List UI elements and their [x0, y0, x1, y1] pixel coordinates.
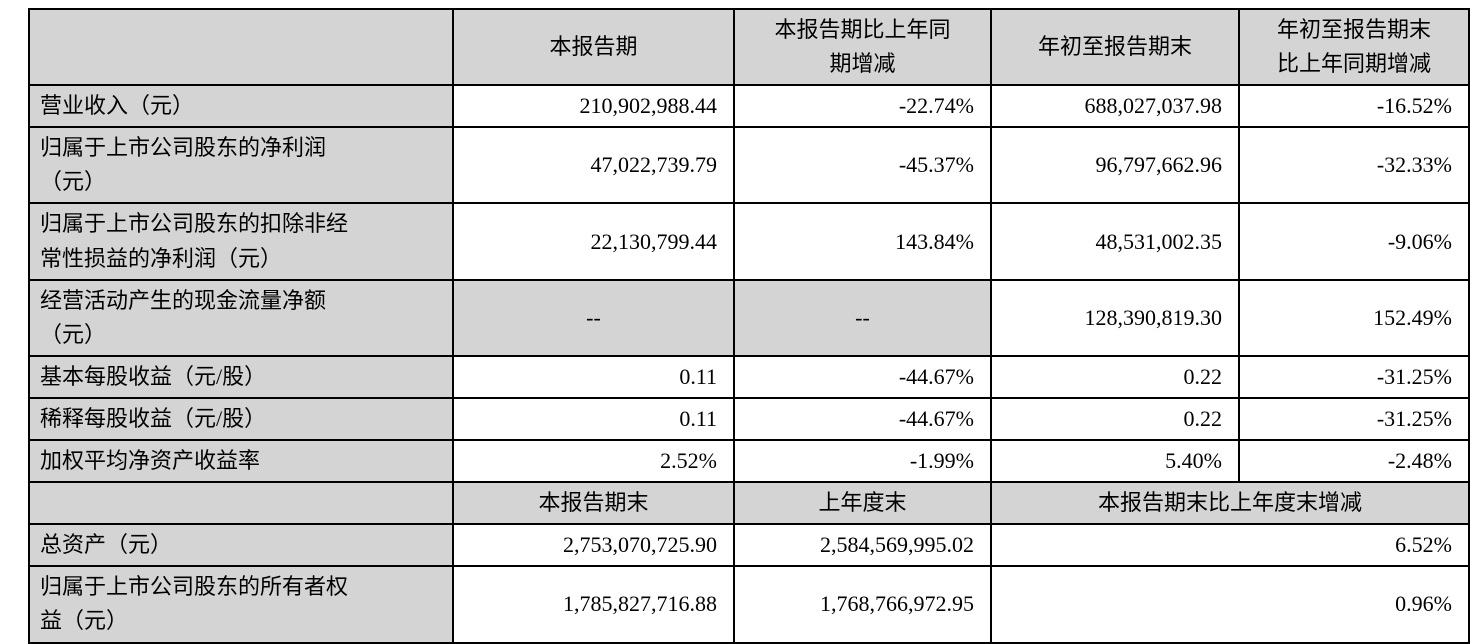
- table-row-diluted-eps: 稀释每股收益（元/股） 0.11 -44.67% 0.22 -31.25%: [28, 396, 1470, 442]
- table-row-net-profit: 归属于上市公司股东的净利润（元） 47,022,739.79 -45.37% 9…: [28, 126, 1470, 205]
- cell-value: -16.52%: [1238, 84, 1470, 129]
- row-label-cell: 归属于上市公司股东的净利润（元）: [28, 126, 454, 205]
- cell-value: -1.99%: [733, 439, 992, 484]
- column-header-end-of-period: 本报告期末: [452, 481, 735, 526]
- table-row-total-assets: 总资产（元） 2,753,070,725.90 2,584,569,995.02…: [28, 523, 1470, 568]
- column-header-current-period: 本报告期: [452, 7, 735, 87]
- table-row-operating-cash-flow: 经营活动产生的现金流量净额（元） -- -- 128,390,819.30 15…: [28, 278, 1470, 357]
- cell-value: 1,785,827,716.88: [452, 565, 735, 644]
- column-header-year-to-date-yoy-change: 年初至报告期末比上年同期增减: [1238, 7, 1470, 87]
- row-label: 稀释每股收益（元/股）: [40, 405, 267, 431]
- cell-value: -44.67%: [733, 354, 992, 399]
- subheader-row: 本报告期末 上年度末 本报告期末比上年度末增减: [28, 481, 1470, 526]
- cell-value-na: --: [733, 278, 992, 357]
- table-row-net-profit-excl-nonrecurring: 归属于上市公司股东的扣除非经常性损益的净利润（元） 22,130,799.44 …: [28, 202, 1470, 281]
- row-label-cell: 总资产（元）: [28, 523, 454, 568]
- cell-value: 0.96%: [990, 565, 1470, 644]
- cell-value: 152.49%: [1238, 278, 1470, 357]
- financial-summary-table: 本报告期 本报告期比上年同期增减 年初至报告期末 年初至报告期末比上年同期增减 …: [28, 7, 1470, 644]
- row-label-cell: 归属于上市公司股东的扣除非经常性损益的净利润（元）: [28, 202, 454, 281]
- column-header-end-of-prior-year: 上年度末: [733, 481, 992, 526]
- row-label: 归属于上市公司股东的扣除非经常性损益的净利润（元）: [40, 211, 349, 271]
- cell-value: 0.11: [452, 354, 735, 399]
- subheader-empty-cell: [28, 481, 454, 526]
- row-label: 营业收入（元）: [40, 93, 195, 119]
- cell-value: 2,584,569,995.02: [733, 523, 992, 568]
- cell-value: -2.48%: [1238, 439, 1470, 484]
- row-label: 基本每股收益（元/股）: [40, 363, 267, 389]
- table-row-basic-eps: 基本每股收益（元/股） 0.11 -44.67% 0.22 -31.25%: [28, 354, 1470, 399]
- row-label-cell: 经营活动产生的现金流量净额（元）: [28, 278, 454, 357]
- cell-value: -31.25%: [1238, 396, 1470, 442]
- cell-value: 2,753,070,725.90: [452, 523, 735, 568]
- row-label: 经营活动产生的现金流量净额（元）: [40, 287, 327, 347]
- table-row-operating-revenue: 营业收入（元） 210,902,988.44 -22.74% 688,027,0…: [28, 84, 1470, 129]
- cell-value: 210,902,988.44: [452, 84, 735, 129]
- table-row-weighted-avg-roe: 加权平均净资产收益率 2.52% -1.99% 5.40% -2.48%: [28, 439, 1470, 484]
- cell-value: 6.52%: [990, 523, 1470, 568]
- cell-value: 128,390,819.30: [990, 278, 1240, 357]
- row-label-cell: 营业收入（元）: [28, 84, 454, 129]
- table-row-equity-attributable-to-shareholders: 归属于上市公司股东的所有者权益（元） 1,785,827,716.88 1,76…: [28, 565, 1470, 644]
- cell-value: 1,768,766,972.95: [733, 565, 992, 644]
- row-label-cell: 稀释每股收益（元/股）: [28, 396, 454, 442]
- cell-value: 96,797,662.96: [990, 126, 1240, 205]
- cell-value: 48,531,002.35: [990, 202, 1240, 281]
- cell-value: -32.33%: [1238, 126, 1470, 205]
- cell-value: -44.67%: [733, 396, 992, 442]
- cell-value: -9.06%: [1238, 202, 1470, 281]
- financial-summary-section: 本报告期 本报告期比上年同期增减 年初至报告期末 年初至报告期末比上年同期增减 …: [28, 7, 1470, 644]
- cell-value: 0.22: [990, 396, 1240, 442]
- cell-value: 22,130,799.44: [452, 202, 735, 281]
- row-label: 归属于上市公司股东的所有者权益（元）: [40, 574, 349, 634]
- row-label: 总资产（元）: [40, 532, 173, 558]
- row-label-cell: 归属于上市公司股东的所有者权益（元）: [28, 565, 454, 644]
- cell-value: -22.74%: [733, 84, 992, 129]
- cell-value: -31.25%: [1238, 354, 1470, 399]
- row-label-cell: 基本每股收益（元/股）: [28, 354, 454, 399]
- column-header-change-vs-prior-year-end: 本报告期末比上年度末增减: [990, 481, 1470, 526]
- column-header-year-to-date: 年初至报告期末: [990, 7, 1240, 87]
- cell-value: 0.11: [452, 396, 735, 442]
- cell-value-na: --: [452, 278, 735, 357]
- cell-value: 2.52%: [452, 439, 735, 484]
- header-empty-cell: [28, 7, 454, 87]
- row-label: 加权平均净资产收益率: [40, 448, 261, 474]
- row-label: 归属于上市公司股东的净利润（元）: [40, 135, 327, 195]
- cell-value: 47,022,739.79: [452, 126, 735, 205]
- row-label-cell: 加权平均净资产收益率: [28, 439, 454, 484]
- cell-value: 5.40%: [990, 439, 1240, 484]
- cell-value: 688,027,037.98: [990, 84, 1240, 129]
- cell-value: -45.37%: [733, 126, 992, 205]
- cell-value: 143.84%: [733, 202, 992, 281]
- column-header-current-period-yoy-change: 本报告期比上年同期增减: [733, 7, 992, 87]
- header-row: 本报告期 本报告期比上年同期增减 年初至报告期末 年初至报告期末比上年同期增减: [28, 7, 1470, 87]
- cell-value: 0.22: [990, 354, 1240, 399]
